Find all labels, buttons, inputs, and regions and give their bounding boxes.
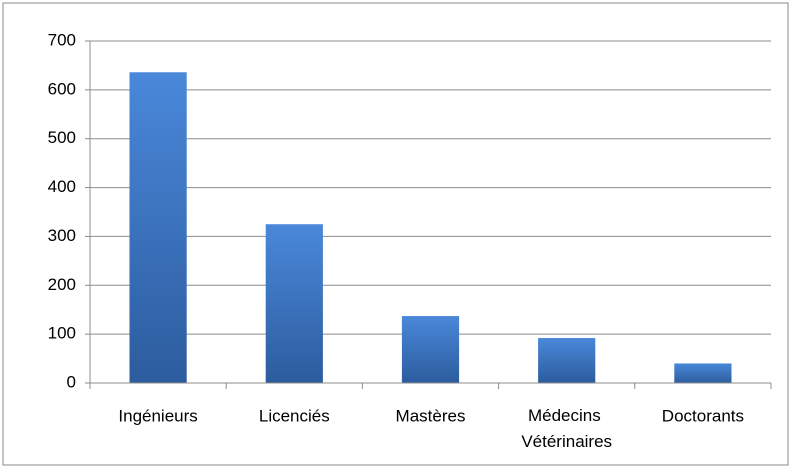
y-tick-label: 100 [48,324,76,343]
bar [401,316,460,383]
bar [674,363,732,383]
chart-border [2,2,789,466]
y-tick-label: 500 [48,128,76,147]
x-tick-label: Licenciés [259,406,330,425]
x-tick-label: Médecins Vétérinaires [521,406,612,451]
x-tick-label: Ingénieurs [118,406,197,425]
bar [538,338,596,383]
y-tick-label: 400 [48,177,76,196]
bar [265,224,323,383]
y-tick-label: 300 [48,226,76,245]
bar [129,72,187,384]
y-tick-label: 0 [67,372,76,391]
y-tick-label: 600 [48,79,76,98]
x-tick-label: Mastères [396,406,466,425]
x-tick-label: Doctorants [662,406,744,425]
y-tick-label: 200 [48,275,76,294]
y-tick-label: 700 [48,30,76,49]
